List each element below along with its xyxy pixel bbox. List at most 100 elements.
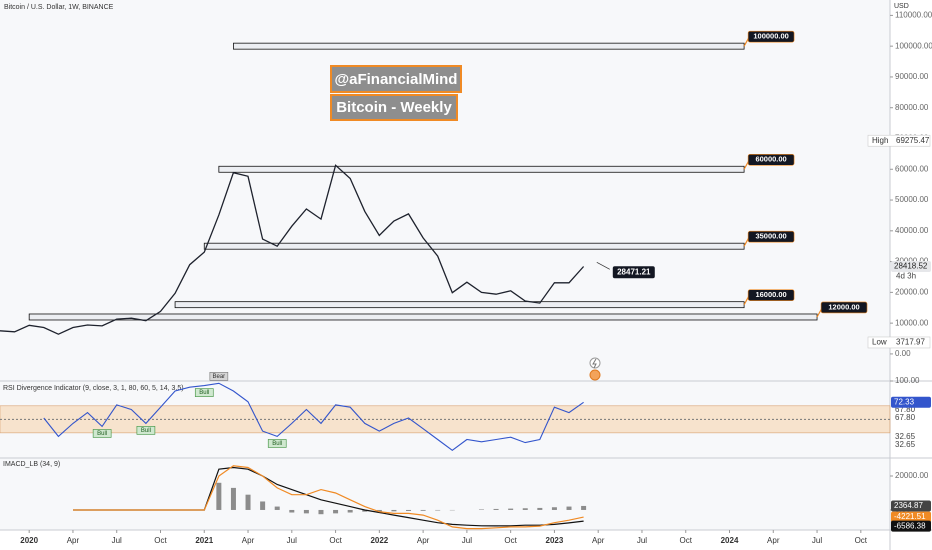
y-tick-label: 100.00 — [895, 376, 920, 385]
price-label: 72.33 — [894, 397, 915, 406]
signal-label: Bear — [213, 374, 226, 380]
price-label-bg — [891, 396, 931, 408]
macd-line — [73, 465, 584, 530]
callout-bg — [612, 266, 655, 279]
price-label: -6586.38 — [894, 521, 926, 530]
indicator-title: RSI Divergence Indicator (9, close, 3, 1… — [3, 385, 184, 392]
histogram-bar — [406, 509, 412, 511]
histogram-bar — [420, 509, 426, 511]
y-tick-label: 90000.00 — [895, 72, 929, 81]
y-tick-label: 100000.00 — [895, 41, 932, 50]
x-tick-label: Oct — [504, 536, 517, 545]
price-label-bg — [891, 500, 931, 512]
x-tick-label: Apr — [767, 536, 780, 545]
x-tick-label: 2022 — [370, 536, 388, 545]
price-label: 2364.87 — [894, 501, 923, 510]
level-label: 100000.00 — [753, 32, 788, 41]
low-value: 3717.97 — [896, 338, 925, 347]
histogram-bar — [581, 505, 587, 510]
band-label: 32.65 — [895, 432, 916, 441]
y-tick-label: 60000.00 — [895, 164, 929, 173]
level-box — [203, 242, 745, 250]
band-label: 32.65 — [895, 440, 916, 449]
histogram-bar — [478, 509, 484, 510]
y-tick-label: 80000.00 — [895, 103, 929, 112]
histogram-bar — [537, 507, 543, 510]
histogram-bar — [274, 506, 280, 510]
level-label-bg — [747, 289, 795, 301]
annotation-text: Bitcoin - Weekly — [336, 99, 452, 116]
event-icon[interactable] — [589, 357, 601, 369]
x-tick-label: Jul — [112, 536, 122, 545]
histogram-bar — [362, 509, 368, 512]
x-tick-label: 2020 — [20, 536, 38, 545]
histogram-bar — [391, 509, 397, 512]
y-tick-label: 50000.00 — [895, 195, 929, 204]
x-tick-label: Apr — [417, 536, 430, 545]
level-label-bg — [747, 153, 795, 166]
callout-pointer — [596, 261, 610, 270]
high-text: High — [872, 136, 888, 145]
x-tick-label: Oct — [680, 536, 693, 545]
price-label: -4221.51 — [894, 512, 926, 521]
x-tick-label: Oct — [855, 536, 868, 545]
signal-box — [194, 388, 214, 397]
dividend-icon[interactable] — [589, 369, 601, 381]
callout-label: 28471.21 — [617, 267, 651, 276]
signal-box — [92, 429, 112, 438]
band-label: 67.80 — [895, 405, 916, 414]
annotation-box — [330, 65, 462, 93]
level-label-bg — [820, 301, 868, 314]
signal-box — [209, 372, 229, 381]
level-label-bg — [747, 230, 795, 243]
level-label: 60000.00 — [755, 155, 786, 164]
symbol-title: Bitcoin / U.S. Dollar, 1W, BINANCE — [4, 4, 114, 11]
signal-box — [136, 426, 156, 435]
histogram-bar — [435, 509, 441, 511]
level-label-bg — [747, 30, 795, 43]
band-label: 67.80 — [895, 413, 916, 422]
x-tick-label: Apr — [242, 536, 255, 545]
x-tick-label: Jul — [462, 536, 472, 545]
histogram-bar — [333, 509, 339, 514]
x-tick-label: 2024 — [721, 536, 739, 545]
price-line — [0, 164, 585, 335]
histogram-bar — [522, 508, 528, 510]
price-label-bg — [891, 260, 931, 272]
level-box — [233, 42, 745, 50]
level-box — [218, 165, 745, 173]
annotation-text: @aFinancialMind — [335, 71, 458, 88]
price-label-bg — [891, 511, 931, 523]
histogram-bar — [566, 506, 572, 510]
level-box — [174, 301, 745, 309]
histogram-bar — [318, 509, 324, 515]
x-tick-label: Apr — [592, 536, 605, 545]
histogram-bar — [289, 509, 295, 513]
price-label-bg — [891, 520, 931, 532]
signal-label: Bull — [97, 431, 107, 437]
x-tick-label: 2023 — [546, 536, 564, 545]
level-label: 12000.00 — [828, 302, 859, 311]
currency-label: USD — [894, 3, 909, 10]
countdown: 4d 3h — [896, 272, 916, 281]
histogram-bar — [551, 507, 557, 510]
histogram-bar — [508, 508, 514, 510]
signal-label: Bull — [199, 390, 209, 396]
x-tick-label: Jul — [812, 536, 822, 545]
x-tick-label: Apr — [67, 536, 80, 545]
y-tick-label: 20000.00 — [895, 287, 929, 296]
high-box — [867, 134, 931, 147]
y-tick-label: 0.00 — [895, 349, 911, 358]
x-tick-label: 2021 — [195, 536, 213, 545]
low-text: Low — [872, 338, 887, 347]
signal-box — [267, 439, 287, 448]
histogram-bar — [230, 487, 236, 510]
x-tick-label: Oct — [329, 536, 342, 545]
histogram-bar — [303, 509, 309, 514]
histogram-bar — [245, 494, 251, 510]
high-value: 69275.47 — [896, 136, 930, 145]
histogram-bar — [260, 501, 266, 510]
annotation-box — [330, 94, 458, 121]
level-label: 35000.00 — [755, 232, 786, 241]
